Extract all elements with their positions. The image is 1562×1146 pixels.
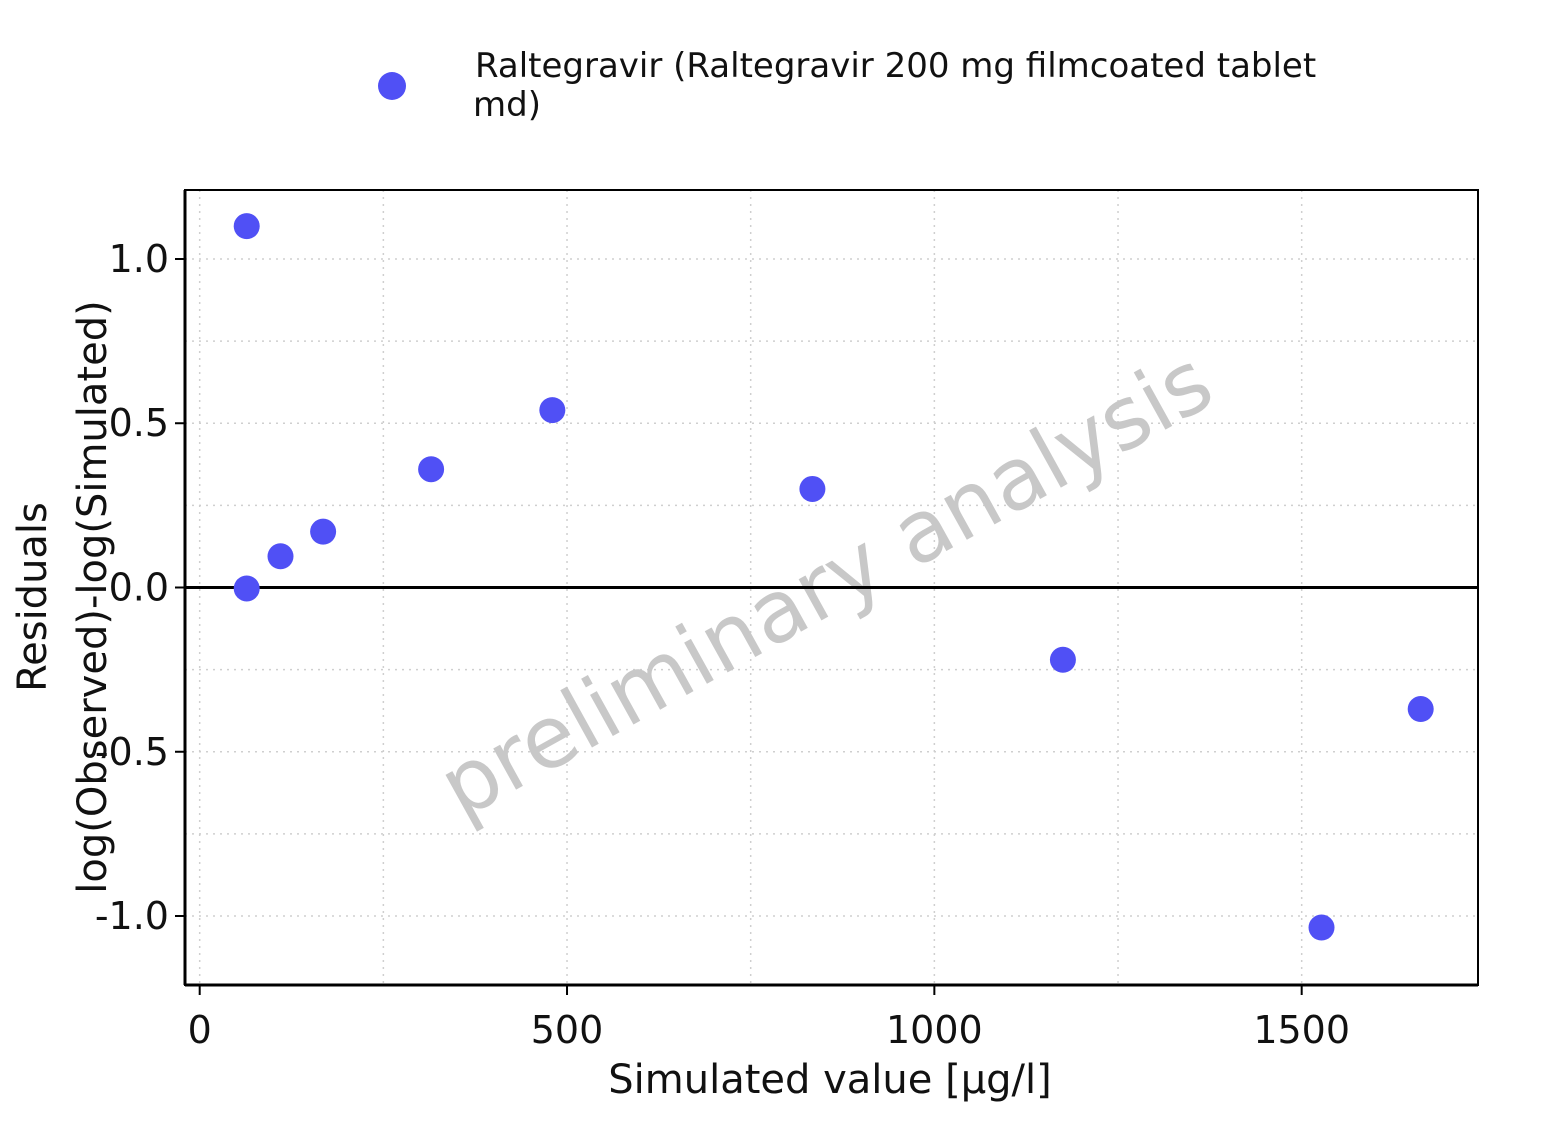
- x-tick-label: 500: [531, 1008, 604, 1052]
- data-point: [1049, 646, 1076, 673]
- legend: Raltegravir (Raltegravir 200 mg filmcoat…: [378, 46, 1316, 125]
- data-point: [310, 518, 337, 545]
- y-tick-label: 1.0: [109, 237, 169, 281]
- y-tick-label: -0.5: [95, 730, 169, 774]
- x-tick-label: 1500: [1253, 1008, 1350, 1052]
- legend-label-line-1: Raltegravir (Raltegravir 200 mg filmcoat…: [475, 46, 1316, 86]
- data-point: [418, 456, 445, 483]
- y-axis-ticks: -1.0 -0.5 0.0 0.5 1.0: [95, 237, 185, 938]
- data-point: [267, 543, 294, 570]
- data-point: [799, 475, 826, 502]
- legend-marker: [378, 72, 406, 100]
- data-point: [1308, 914, 1335, 941]
- x-axis-title: Simulated value [µg/l]: [608, 1057, 1051, 1103]
- data-point: [233, 213, 260, 240]
- y-axis-title-line-2: log(Observed)-log(Simulated): [70, 300, 116, 893]
- x-axis-ticks: 0 500 1000 1500: [188, 985, 1350, 1052]
- data-point: [539, 397, 566, 424]
- data-point: [233, 575, 260, 602]
- data-point: [1407, 696, 1434, 723]
- x-tick-label: 0: [188, 1008, 212, 1052]
- y-axis-title-line-1: Residuals: [10, 502, 56, 692]
- data-points: [233, 213, 1434, 941]
- x-tick-label: 1000: [886, 1008, 983, 1052]
- y-tick-label: -1.0: [95, 894, 169, 938]
- legend-label-line-2: md): [473, 85, 541, 125]
- y-tick-label: 0.5: [109, 401, 169, 445]
- y-tick-label: 0.0: [109, 566, 169, 610]
